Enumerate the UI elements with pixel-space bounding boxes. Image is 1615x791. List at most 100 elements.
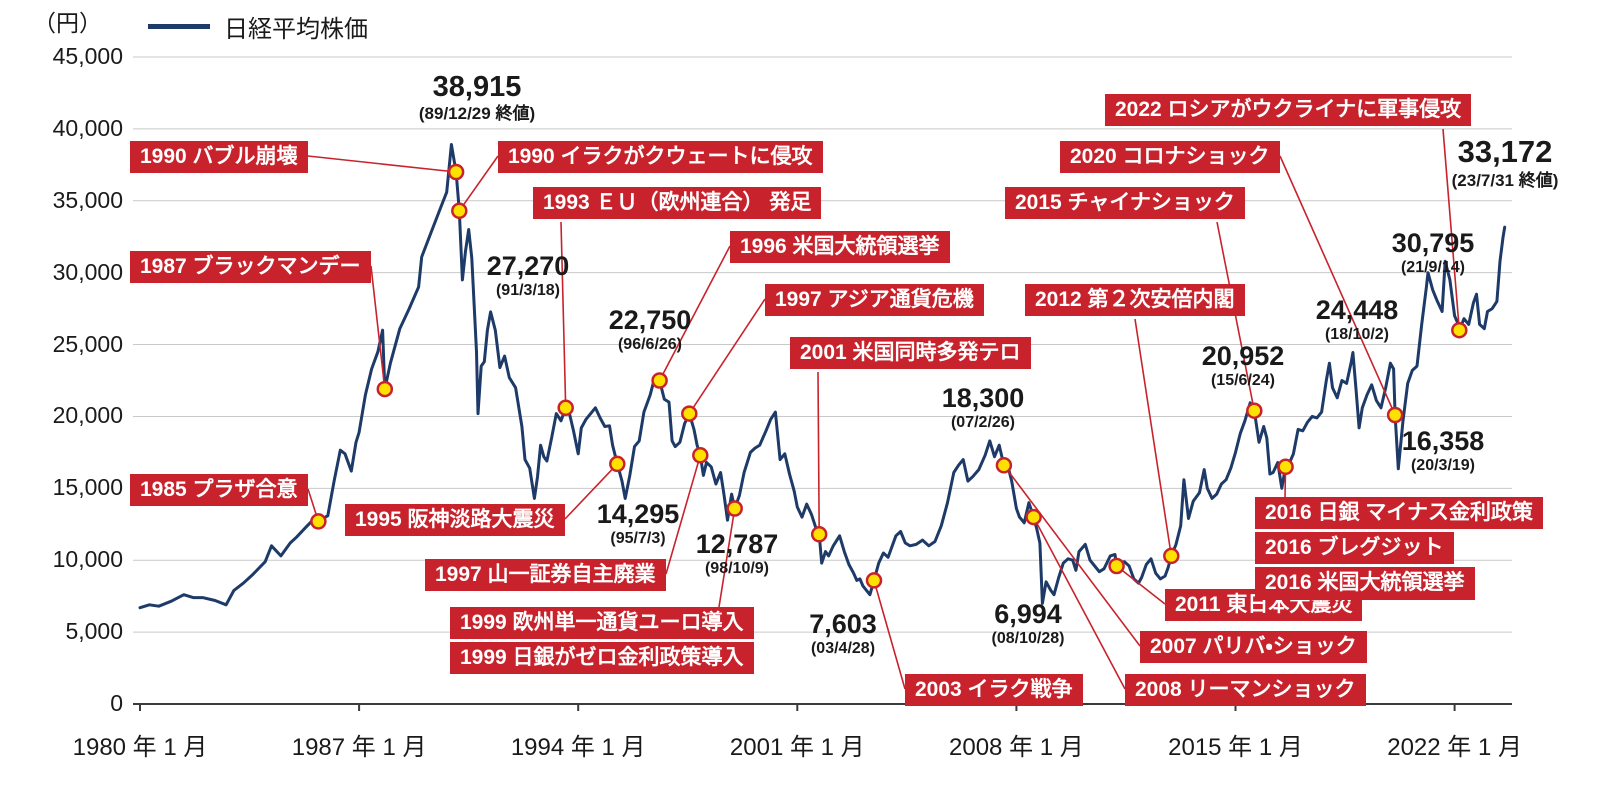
event-leader-line (873, 580, 906, 690)
price-annotation-date: (18/10/2) (1324, 326, 1390, 344)
event-label-us-election-1996: 1996 米国大統領選挙 (730, 231, 950, 266)
price-annotation-value: 22,750 (608, 305, 692, 335)
event-leader-line (560, 221, 567, 408)
event-label-plaza-accord: 1985 プラザ合意 (130, 474, 308, 509)
event-label-text: 2012 第２次安倍内閣 (1025, 284, 1245, 317)
event-marker-us-election-1996 (651, 372, 668, 389)
price-annotation: 14,295 (95/7/3) (597, 500, 680, 548)
event-label-text: 2015 チャイナショック (1005, 187, 1245, 220)
event-leader-line (1134, 318, 1173, 557)
event-label-text: 2001 米国同時多発テロ (790, 337, 1031, 370)
price-annotation-value: 20,952 (1201, 341, 1285, 371)
event-label-eu-founded: 1993 ＥＵ（欧州連合） 発足 (533, 187, 822, 222)
event-label-euro-zero-rate-1999: 1999 欧州単一通貨ユーロ導入 1999 日銀がゼロ金利政策導入 (450, 607, 754, 677)
price-annotation: 12,787 (98/10/9) (696, 530, 779, 578)
price-annotation-date: (15/6/24) (1210, 372, 1276, 390)
event-marker-black-monday (376, 380, 394, 398)
price-annotation: 16,358 (20/3/19) (1402, 427, 1485, 475)
y-axis-tick-label: 25,000 (52, 330, 123, 357)
event-label-asian-currency-crisis: 1997 アジア通貨危機 (765, 284, 984, 319)
x-axis-tick-label: 2001 年 1 月 (729, 734, 865, 761)
event-label-text: 2016 ブレグジット (1255, 532, 1454, 565)
event-marker-russia-invades-ukraine (1451, 321, 1468, 339)
price-annotation: 6,994 (08/10/28) (992, 600, 1065, 648)
price-annotation-date: (89/12/29 終値) (418, 104, 536, 124)
legend-series-label: 日経平均株価 (224, 16, 368, 43)
price-annotation: 33,172 (23/7/31 終値) (1452, 134, 1559, 189)
price-annotation-date: (95/7/3) (610, 530, 666, 548)
event-label-text: 1996 米国大統領選挙 (730, 231, 950, 264)
y-axis-tick-label: 40,000 (52, 114, 123, 141)
event-label-text: 1999 日銀がゼロ金利政策導入 (450, 642, 754, 675)
event-label-text: 1990 イラクがクウェートに侵攻 (498, 141, 823, 174)
nikkei-price-line (138, 143, 1507, 610)
event-marker-plaza-accord (310, 513, 327, 530)
event-label-text: 1995 阪神淡路大震災 (345, 504, 565, 537)
event-label-text: 2022 ロシアがウクライナに軍事侵攻 (1105, 94, 1472, 127)
event-label-text: 2020 コロナショック (1060, 141, 1280, 174)
price-annotation-date: (07/2/26) (950, 414, 1016, 432)
price-annotation-value: 27,270 (486, 251, 570, 281)
price-annotation-value: 33,172 (1457, 134, 1553, 169)
price-annotation-value: 6,994 (994, 599, 1062, 629)
event-leader-line (1279, 155, 1396, 416)
price-annotation-date: (21/9/14) (1400, 259, 1466, 277)
price-annotation-date: (08/10/28) (991, 630, 1065, 648)
event-marker-euro-zero-rate-1999 (726, 500, 743, 517)
price-annotation: 30,795 (21/9/14) (1392, 229, 1475, 277)
event-leader-line (1216, 221, 1256, 411)
event-marker-paribas-shock (995, 457, 1013, 474)
x-axis-tick-label: 1994 年 1 月 (510, 734, 646, 761)
event-marker-asian-currency-crisis (681, 405, 698, 422)
x-axis-tick-label: 1987 年 1 月 (291, 734, 427, 761)
event-leader-line (564, 463, 618, 520)
price-annotation: 24,448 (18/10/2) (1316, 296, 1399, 344)
event-leader-line (718, 508, 736, 608)
event-leader-line (658, 245, 731, 381)
event-label-china-shock: 2015 チャイナショック (1005, 187, 1245, 222)
price-annotation-date: (03/4/28) (810, 640, 876, 658)
event-label-lehman-shock: 2008 リーマンショック (1125, 674, 1366, 709)
price-annotation-value: 38,915 (432, 71, 522, 103)
price-annotation-date: (96/6/26) (617, 336, 683, 354)
event-marker-bubble-collapse (447, 163, 465, 181)
event-label-iraq-invades-kuwait: 1990 イラクがクウェートに侵攻 (498, 141, 823, 176)
event-label-paribas-shock: 2007 パリバ・ショック (1140, 631, 1367, 666)
event-marker-iraq-invades-kuwait (451, 202, 468, 220)
y-axis-tick-label: 30,000 (52, 258, 123, 285)
x-axis-tick-label: 2022 年 1 月 (1387, 734, 1522, 761)
y-axis-tick-label: 10,000 (52, 546, 123, 573)
price-annotation: 22,750 (96/6/26) (609, 306, 692, 354)
event-label-text: 1985 プラザ合意 (130, 474, 308, 507)
event-leader-line (665, 455, 702, 575)
event-marker-events-2016 (1277, 458, 1294, 476)
event-label-iraq-war: 2003 イラク戦争 (905, 674, 1083, 709)
event-label-black-monday: 1987 ブラックマンデー (130, 251, 371, 286)
event-leader-line (458, 155, 499, 212)
price-annotation-value: 24,448 (1315, 295, 1399, 325)
event-marker-lehman-shock (1025, 508, 1042, 526)
event-marker-eu-founded (557, 399, 574, 417)
event-label-corona-shock: 2020 コロナショック (1060, 141, 1280, 176)
price-annotation-value: 16,358 (1401, 426, 1485, 456)
price-annotation-value: 14,295 (596, 499, 680, 529)
event-leader-line (307, 155, 457, 173)
event-marker-yamaichi-shutdown (692, 447, 709, 464)
event-label-russia-invades-ukraine: 2022 ロシアがウクライナに軍事侵攻 (1105, 94, 1472, 129)
price-annotation-value: 30,795 (1391, 228, 1475, 258)
y-axis-tick-label: 0 (110, 690, 123, 716)
event-leader-line (1032, 516, 1126, 690)
y-axis-tick-label: 45,000 (52, 43, 123, 69)
price-annotation-value: 18,300 (941, 383, 1025, 413)
price-annotation-date: (98/10/9) (704, 560, 770, 578)
event-leader-line (817, 371, 820, 535)
event-label-text: 1997 山一証券自主廃業 (425, 559, 666, 592)
event-label-text: 2016 日銀 マイナス金利政策 (1255, 497, 1543, 530)
price-annotation-value: 7,603 (809, 609, 877, 639)
event-leader-line (370, 265, 386, 390)
event-label-text: 1990 バブル崩壊 (130, 141, 308, 174)
event-leader-line (1116, 565, 1166, 605)
event-label-yamaichi-shutdown: 1997 山一証券自主廃業 (425, 559, 666, 594)
